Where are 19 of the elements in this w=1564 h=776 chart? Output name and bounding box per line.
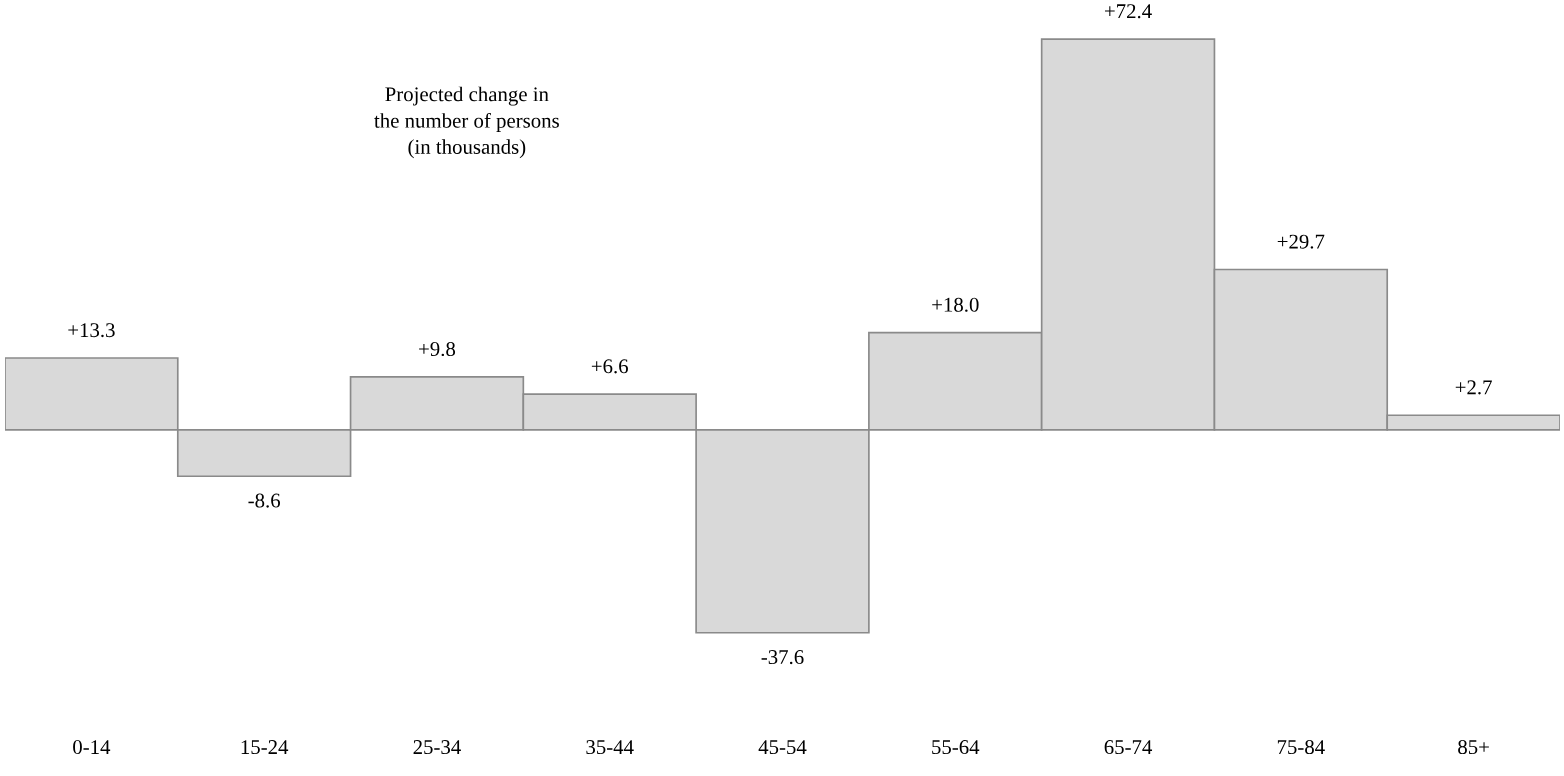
data-label: +6.6 — [591, 359, 628, 374]
x-tick-label: 85+ — [1458, 740, 1489, 755]
data-label: -37.6 — [761, 650, 804, 665]
data-label: +2.7 — [1455, 380, 1492, 395]
x-tick-label: 45-54 — [758, 740, 807, 755]
x-tick-label: 75-84 — [1277, 740, 1325, 755]
data-label: +72.4 — [1104, 4, 1152, 19]
data-label: -8.6 — [248, 493, 281, 508]
data-label: +29.7 — [1277, 234, 1325, 249]
x-tick-label: 0-14 — [73, 740, 111, 755]
x-tick-label: 65-74 — [1104, 740, 1153, 755]
data-label: +13.3 — [68, 323, 115, 338]
x-tick-label: 35-44 — [586, 740, 634, 755]
x-tick-label: 25-34 — [413, 740, 461, 755]
x-tick-label: 15-24 — [241, 740, 289, 755]
text: Projected change in the number of persons (in thousands) — [374, 86, 559, 159]
data-label: +9.8 — [419, 341, 456, 357]
data-label: +18.0 — [932, 297, 979, 312]
x-tick-label: 55-64 — [932, 740, 980, 755]
